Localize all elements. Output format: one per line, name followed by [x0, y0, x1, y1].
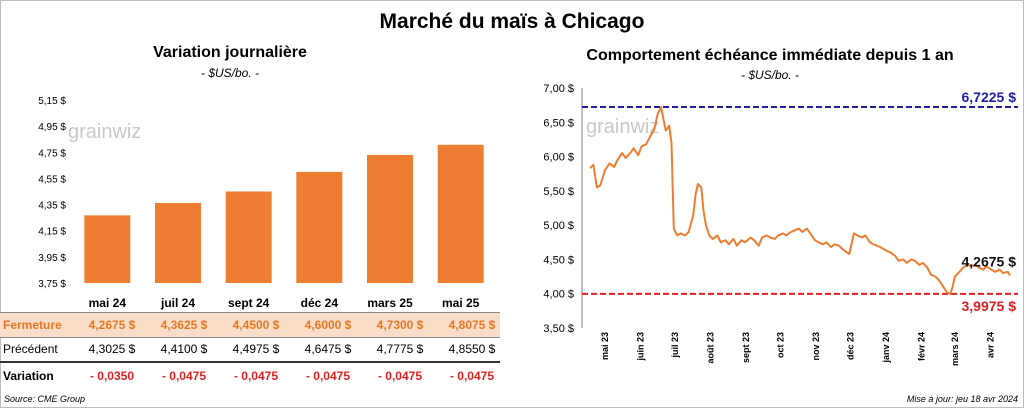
table-cell: 4,3625 $ — [160, 318, 208, 332]
table-cell: 4,6000 $ — [304, 318, 352, 332]
watermark: grainwiz — [586, 116, 659, 138]
price-line — [589, 106, 1011, 295]
x-tick-label: juil 24 — [160, 296, 195, 310]
table-cell: - 0,0475 — [161, 369, 207, 383]
x-tick-label: févr 24 — [917, 332, 927, 361]
line-chart-title: Comportement échéance immédiate depuis 1… — [586, 47, 954, 64]
y-tick-label: 4,55 $ — [38, 174, 66, 185]
table-cell: 4,7775 $ — [376, 342, 424, 356]
bar — [225, 191, 272, 283]
row-label: Fermeture — [3, 318, 62, 332]
y-tick-label: 4,00 $ — [543, 289, 574, 301]
x-tick-label: mai 25 — [442, 296, 480, 310]
page-title: Marché du maïs à Chicago — [379, 10, 645, 33]
y-tick-label: 4,75 $ — [38, 148, 66, 159]
x-tick-label: mars 24 — [950, 332, 960, 366]
x-tick-label: mai 23 — [600, 332, 610, 360]
y-tick-label: 3,75 $ — [38, 279, 66, 290]
y-tick-label: 5,00 $ — [543, 220, 574, 232]
table-row-precedent: Précédent 4,3025 $ 4,4100 $ 4,4975 $ 4,6… — [0, 337, 500, 363]
y-tick-label: 5,15 $ — [38, 96, 66, 107]
row-label: Variation — [3, 369, 54, 383]
bar — [296, 171, 343, 283]
bar — [84, 215, 131, 283]
y-tick-label: 6,00 $ — [543, 152, 574, 164]
y-tick-label: 4,35 $ — [38, 201, 66, 212]
table-cell: 4,3025 $ — [88, 342, 136, 356]
row-label: Précédent — [3, 342, 58, 356]
table-cell: 4,8550 $ — [448, 342, 496, 356]
y-tick-label: 4,50 $ — [543, 254, 574, 266]
y-tick-label: 6,50 $ — [543, 117, 574, 129]
update-note: Mise à jour: jeu 18 avr 2024 — [906, 394, 1018, 404]
x-tick-label: nov 23 — [811, 332, 821, 361]
x-tick-label: sept 24 — [228, 296, 270, 310]
x-tick-label: juil 23 — [670, 332, 680, 359]
bar-chart-unit: - $US/bo. - — [200, 66, 260, 80]
x-tick-label: oct 23 — [775, 332, 785, 358]
y-tick-label: 4,95 $ — [38, 122, 66, 133]
table-cell: - 0,0475 — [449, 369, 495, 383]
x-tick-label: avr 24 — [985, 332, 995, 358]
x-tick-label: juin 23 — [635, 332, 645, 362]
reference-line-label: 3,9975 $ — [962, 298, 1017, 314]
y-tick-label: 4,15 $ — [38, 227, 66, 238]
table-cell: - 0,0475 — [377, 369, 423, 383]
table-cell: 4,4500 $ — [232, 318, 280, 332]
x-tick-label: août 23 — [705, 332, 715, 364]
y-tick-label: 3,95 $ — [38, 253, 66, 264]
table-cell: 4,8075 $ — [448, 318, 496, 332]
table-cell: 4,7300 $ — [376, 318, 424, 332]
table-row-fermeture: Fermeture 4,2675 $ 4,3625 $ 4,4500 $ 4,6… — [0, 312, 500, 338]
table-cell: - 0,0475 — [305, 369, 351, 383]
y-tick-label: 7,00 $ — [543, 83, 574, 95]
table-cell: 4,6475 $ — [304, 342, 352, 356]
table-cell: 4,4975 $ — [232, 342, 280, 356]
line-chart-unit: - $US/bo. - — [740, 68, 800, 82]
table-cell: 4,2675 $ — [88, 318, 136, 332]
table-cell: - 0,0350 — [89, 369, 135, 383]
last-value-label: 4,2675 $ — [962, 253, 1017, 269]
table-row-variation: Variation - 0,0350 - 0,0475 - 0,0475 - 0… — [0, 364, 500, 388]
y-tick-label: 3,50 $ — [543, 323, 574, 335]
bar — [367, 154, 413, 283]
bar-chart-title: Variation journalière — [153, 44, 307, 61]
reference-line-label: 6,7225 $ — [962, 89, 1017, 105]
watermark: grainwiz — [68, 121, 141, 143]
y-tick-label: 5,50 $ — [543, 186, 574, 198]
x-tick-label: janv 24 — [881, 332, 891, 364]
x-tick-label: déc 24 — [301, 296, 339, 310]
x-tick-label: sept 23 — [741, 332, 751, 363]
table-cell: 4,4100 $ — [160, 342, 208, 356]
x-tick-label: mars 25 — [367, 296, 413, 310]
bar — [437, 144, 484, 283]
source-note: Source: CME Group — [4, 394, 86, 404]
line-chart: 3,50 $ 4,00 $ 4,50 $ 5,00 $ 5,50 $ 6,00 $ 6,50… — [543, 83, 1018, 366]
bar-chart: 3,75 $ 3,95 $ 4,15 $ 4,35 $ 4,55 $ 4,75 $ 4,95… — [38, 96, 484, 310]
bar — [155, 202, 201, 283]
table-cell: - 0,0475 — [233, 369, 279, 383]
x-tick-label: mai 24 — [89, 296, 127, 310]
x-tick-label: déc 23 — [845, 332, 855, 360]
